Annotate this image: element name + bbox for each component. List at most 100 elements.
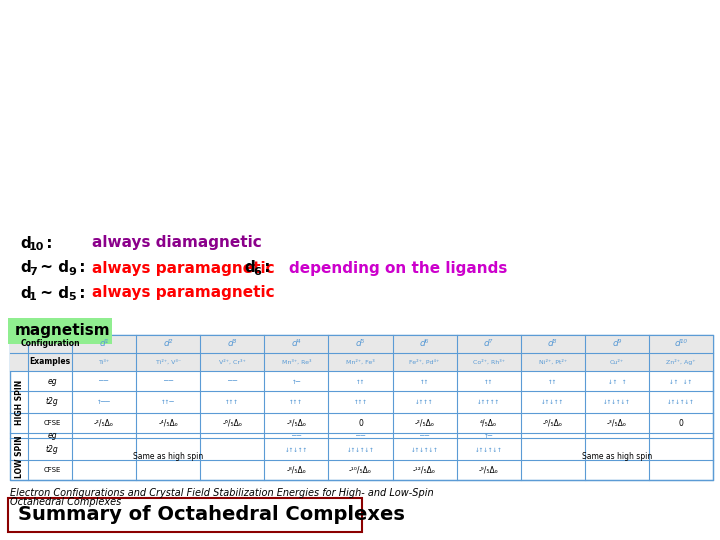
Text: ⁴/₅Δₒ: ⁴/₅Δₒ bbox=[480, 418, 498, 428]
Text: always diamagnetic: always diamagnetic bbox=[92, 235, 262, 251]
Text: :: : bbox=[41, 235, 53, 251]
Text: d⁸: d⁸ bbox=[548, 340, 557, 348]
Text: d: d bbox=[244, 260, 255, 275]
Text: ——: —— bbox=[356, 431, 365, 440]
Text: :: : bbox=[74, 286, 86, 300]
Text: -³/₅Δₒ: -³/₅Δₒ bbox=[287, 418, 306, 428]
Text: -⁶/₅Δₒ: -⁶/₅Δₒ bbox=[543, 418, 563, 428]
Text: -¹²/₅Δₒ: -¹²/₅Δₒ bbox=[413, 465, 436, 475]
Text: ~ d: ~ d bbox=[35, 260, 69, 275]
Text: Configuration: Configuration bbox=[20, 340, 80, 348]
Text: -³/₅Δₒ: -³/₅Δₒ bbox=[607, 418, 627, 428]
Text: ↓↑↑↑↑: ↓↑↑↑↑ bbox=[477, 397, 500, 407]
Text: 6: 6 bbox=[253, 267, 261, 277]
Text: HIGH SPIN: HIGH SPIN bbox=[14, 380, 24, 424]
Text: d³: d³ bbox=[228, 340, 237, 348]
Text: d⁴: d⁴ bbox=[292, 340, 301, 348]
Bar bbox=[10, 335, 713, 371]
Text: ——: —— bbox=[163, 376, 173, 386]
Text: d: d bbox=[20, 286, 31, 300]
Text: Octahedral Complexes: Octahedral Complexes bbox=[10, 497, 121, 507]
Text: V²⁺, Cr³⁺: V²⁺, Cr³⁺ bbox=[219, 360, 246, 365]
Text: magnetism: magnetism bbox=[15, 323, 111, 339]
Text: eg: eg bbox=[48, 431, 57, 440]
Text: -⁸/₅Δₒ: -⁸/₅Δₒ bbox=[287, 465, 306, 475]
Text: -⁶/₅Δₒ: -⁶/₅Δₒ bbox=[222, 418, 242, 428]
Text: Fe²⁺, Pd⁴⁺: Fe²⁺, Pd⁴⁺ bbox=[410, 360, 440, 365]
Text: ↑—: ↑— bbox=[484, 431, 493, 440]
Text: d: d bbox=[20, 260, 31, 275]
Text: ↓↑↓↑↓↑: ↓↑↓↑↓↑ bbox=[346, 444, 374, 454]
Text: Summary of Octahedral Complexes: Summary of Octahedral Complexes bbox=[18, 505, 405, 524]
Text: ↑——: ↑—— bbox=[97, 397, 111, 407]
FancyBboxPatch shape bbox=[8, 318, 112, 344]
Text: :: : bbox=[259, 260, 271, 275]
Text: LOW SPIN: LOW SPIN bbox=[14, 435, 24, 478]
Text: d¹: d¹ bbox=[99, 340, 109, 348]
Text: d²: d² bbox=[163, 340, 173, 348]
Text: ↓↑↓↑↓↑: ↓↑↓↑↓↑ bbox=[667, 397, 695, 407]
Text: ↓↑↓↑↑: ↓↑↓↑↑ bbox=[285, 444, 308, 454]
Text: d¹⁰: d¹⁰ bbox=[675, 340, 688, 348]
Text: Mn²⁺, Fe³: Mn²⁺, Fe³ bbox=[346, 360, 375, 365]
Text: ——: —— bbox=[292, 431, 301, 440]
Text: ——: —— bbox=[420, 431, 429, 440]
Text: ↑↑: ↑↑ bbox=[356, 376, 365, 386]
Text: always paramagnetic: always paramagnetic bbox=[92, 286, 274, 300]
Text: ↓↑ ↑: ↓↑ ↑ bbox=[608, 376, 626, 386]
Text: Examples: Examples bbox=[30, 357, 71, 367]
Text: ~ d: ~ d bbox=[35, 286, 69, 300]
Text: ↑—: ↑— bbox=[292, 376, 301, 386]
Text: ↑↑↑: ↑↑↑ bbox=[225, 397, 239, 407]
Text: t2g: t2g bbox=[45, 397, 58, 407]
Text: Mn³⁺, Re³: Mn³⁺, Re³ bbox=[282, 360, 311, 365]
Text: ↓↑↑↑: ↓↑↑↑ bbox=[415, 397, 433, 407]
FancyBboxPatch shape bbox=[8, 498, 362, 532]
Text: d: d bbox=[20, 235, 31, 251]
Text: -⁴/₅Δₒ: -⁴/₅Δₒ bbox=[158, 418, 178, 428]
Text: Co²⁺, Rh³⁺: Co²⁺, Rh³⁺ bbox=[472, 360, 505, 365]
Text: CFSE: CFSE bbox=[43, 467, 60, 473]
Text: t2g: t2g bbox=[45, 444, 58, 454]
Text: -²/₅Δₒ: -²/₅Δₒ bbox=[94, 418, 114, 428]
Text: :: : bbox=[74, 260, 86, 275]
Text: eg: eg bbox=[48, 376, 57, 386]
Text: 0: 0 bbox=[678, 418, 683, 428]
Text: ↑↑—: ↑↑— bbox=[161, 397, 175, 407]
Text: Zn²⁺, Ag⁺: Zn²⁺, Ag⁺ bbox=[666, 359, 696, 365]
Text: ↓↑↓↑↑: ↓↑↓↑↑ bbox=[541, 397, 564, 407]
Text: ↓↑ ↓↑: ↓↑ ↓↑ bbox=[670, 376, 693, 386]
Text: Same as high spin: Same as high spin bbox=[133, 452, 203, 461]
Text: Ni²⁺, Pt²⁺: Ni²⁺, Pt²⁺ bbox=[539, 360, 567, 365]
FancyBboxPatch shape bbox=[10, 335, 713, 480]
Text: 10: 10 bbox=[29, 242, 45, 252]
Text: ——: —— bbox=[99, 376, 109, 386]
Text: -²/₅Δₒ: -²/₅Δₒ bbox=[415, 418, 435, 428]
Text: -⁹/₅Δₒ: -⁹/₅Δₒ bbox=[479, 465, 498, 475]
Text: Cu²⁺: Cu²⁺ bbox=[610, 360, 624, 365]
Text: ↓↑↓↑↓↑: ↓↑↓↑↓↑ bbox=[410, 444, 438, 454]
Text: 0: 0 bbox=[358, 418, 363, 428]
Text: ——: —— bbox=[228, 376, 237, 386]
Text: d⁵: d⁵ bbox=[356, 340, 365, 348]
Text: CFSE: CFSE bbox=[43, 420, 60, 426]
Text: ↑↑: ↑↑ bbox=[484, 376, 493, 386]
Text: ↑↑↑: ↑↑↑ bbox=[354, 397, 367, 407]
Text: ↑↑: ↑↑ bbox=[548, 376, 557, 386]
Text: ↓↑↓↑↓↑: ↓↑↓↑↓↑ bbox=[474, 444, 503, 454]
Text: Ti³⁺: Ti³⁺ bbox=[99, 360, 109, 365]
Text: d⁷: d⁷ bbox=[484, 340, 493, 348]
Text: ↓↑↓↑↓↑: ↓↑↓↑↓↑ bbox=[603, 397, 631, 407]
Text: d⁹: d⁹ bbox=[612, 340, 621, 348]
Text: Ti²⁺, V³⁻: Ti²⁺, V³⁻ bbox=[156, 360, 181, 365]
Text: 5: 5 bbox=[68, 292, 76, 302]
Text: Electron Configurations and Crystal Field Stabilization Energies for High- and L: Electron Configurations and Crystal Fiel… bbox=[10, 488, 433, 498]
Text: always paramagnetic: always paramagnetic bbox=[92, 260, 274, 275]
Text: 9: 9 bbox=[68, 267, 76, 277]
Text: depending on the ligands: depending on the ligands bbox=[289, 260, 508, 275]
Text: Same as high spin: Same as high spin bbox=[582, 452, 652, 461]
Text: ↑↑: ↑↑ bbox=[420, 376, 429, 386]
Text: d⁶: d⁶ bbox=[420, 340, 429, 348]
Text: -¹⁰/₅Δₒ: -¹⁰/₅Δₒ bbox=[349, 465, 372, 475]
Text: 1: 1 bbox=[29, 292, 37, 302]
